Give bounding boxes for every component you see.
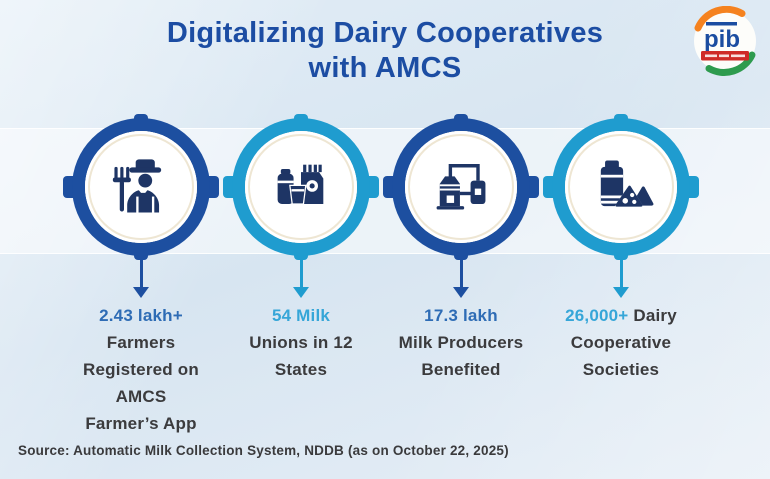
milk-cheese-icon: [600, 160, 654, 207]
stat-node-milk-producers: [383, 114, 539, 260]
pib-logo-icon: pib: [694, 5, 756, 76]
stat-label-farmers: 2.43 lakh+ Farmers Registered on AMCS Farmer…: [83, 306, 199, 433]
source-note: Source: Automatic Milk Collection System…: [18, 443, 509, 458]
node-inner-circle: [405, 131, 517, 243]
stat-node-cooperative-societies: [543, 114, 699, 260]
stat-node-farmers: [63, 114, 219, 260]
page-title-line1: Digitalizing Dairy Cooperatives: [166, 17, 604, 49]
stat-label-milk-unions: 54 Milk Unions in 12 States: [249, 306, 353, 379]
farmer-icon: [112, 159, 162, 213]
milk-plant-icon: [436, 164, 486, 210]
page-title-line2: with AMCS: [308, 52, 462, 84]
pib-logo: pib: [687, 5, 763, 78]
stat-label-cooperative-societies: 26,000+ Dairy Cooperative Societies: [565, 306, 677, 379]
stat-node-milk-unions: [223, 114, 379, 260]
stat-label-milk-producers: 17.3 lakh Milk Producers Benefited: [398, 306, 524, 379]
svg-text:pib: pib: [704, 26, 740, 53]
node-inner-circle: [245, 131, 357, 243]
dairy-products-icon: [277, 164, 324, 205]
node-inner-circle: [565, 131, 677, 243]
page-title: Digitalizing Dairy Cooperatives with AMC…: [0, 16, 770, 86]
node-inner-circle: [85, 131, 197, 243]
